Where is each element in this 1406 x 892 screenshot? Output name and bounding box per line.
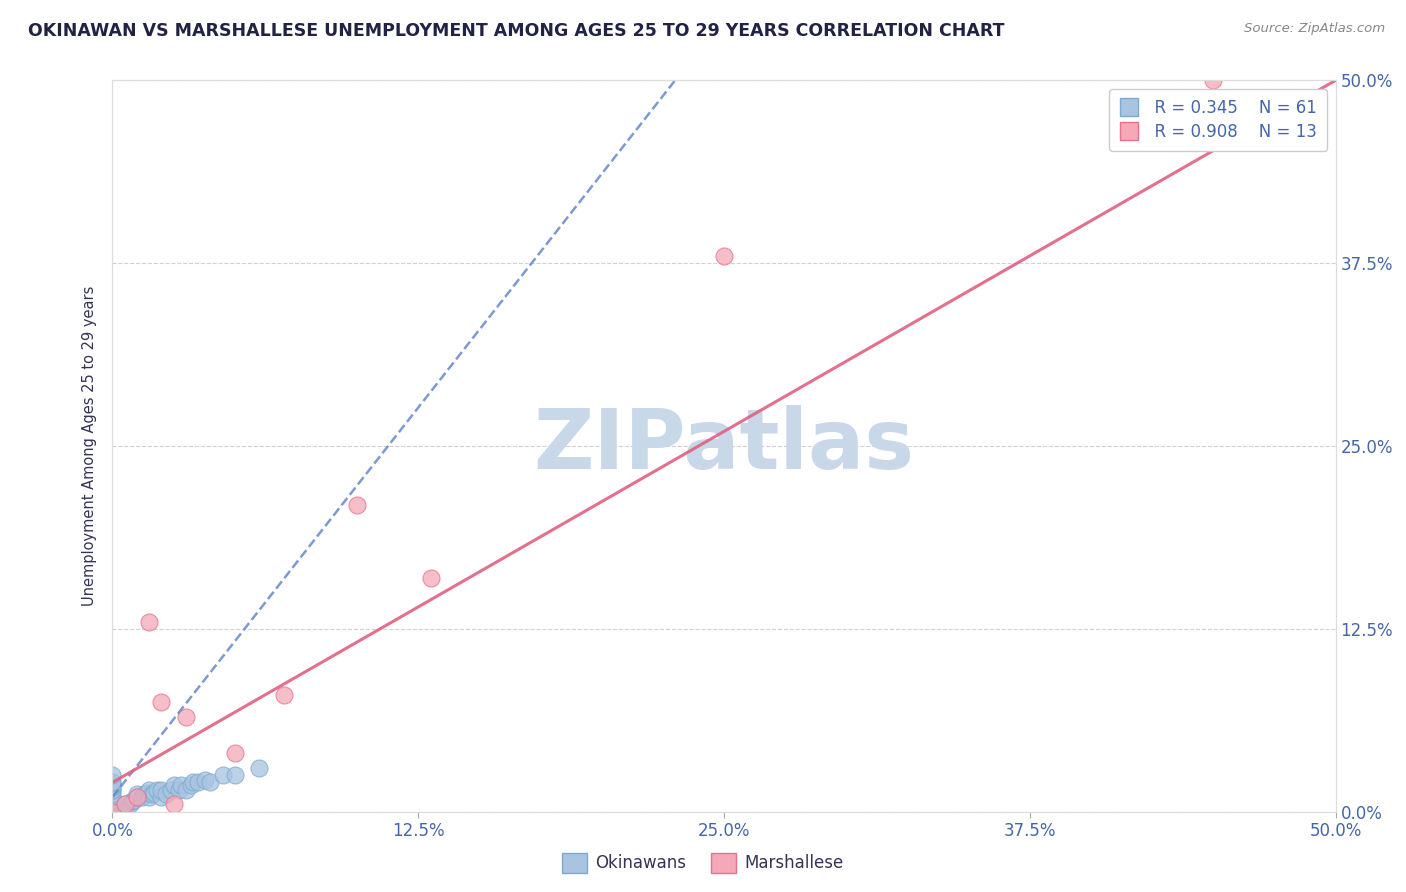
Point [101, 805, 124, 819]
Point [101, 793, 124, 807]
Point [101, 805, 124, 819]
Point [101, 805, 124, 819]
Point [170, 778, 193, 792]
Point [101, 797, 124, 812]
Text: ZIPatlas: ZIPatlas [534, 406, 914, 486]
Point [114, 797, 136, 812]
Point [160, 782, 183, 797]
Y-axis label: Unemployment Among Ages 25 to 29 years: Unemployment Among Ages 25 to 29 years [82, 285, 97, 607]
Point [174, 709, 197, 723]
Point [180, 778, 202, 792]
Point [101, 790, 124, 805]
Point [224, 768, 246, 782]
Point [101, 805, 124, 819]
Point [101, 796, 124, 810]
Point [101, 787, 124, 801]
Point [125, 790, 148, 805]
Point [163, 778, 186, 792]
Point [273, 688, 295, 702]
Point [101, 782, 124, 797]
Point [138, 782, 160, 797]
Text: Source: ZipAtlas.com: Source: ZipAtlas.com [1244, 22, 1385, 36]
Point [101, 805, 124, 819]
Point [155, 787, 177, 801]
Point [125, 790, 148, 805]
Point [181, 775, 204, 789]
Point [114, 797, 136, 812]
Point [194, 772, 217, 787]
Point [125, 787, 148, 801]
Point [150, 782, 173, 797]
Point [101, 778, 124, 792]
Point [1202, 73, 1225, 87]
Point [150, 695, 173, 709]
Point [163, 797, 186, 812]
Point [224, 746, 246, 760]
Point [101, 805, 124, 819]
Point [118, 797, 141, 812]
Point [174, 782, 197, 797]
Point [101, 805, 124, 819]
Point [101, 795, 124, 809]
Point [200, 775, 222, 789]
Point [101, 805, 124, 819]
Point [143, 786, 166, 800]
Point [247, 761, 270, 775]
Point [713, 249, 735, 263]
Point [101, 805, 124, 819]
Text: OKINAWAN VS MARSHALLESE UNEMPLOYMENT AMONG AGES 25 TO 29 YEARS CORRELATION CHART: OKINAWAN VS MARSHALLESE UNEMPLOYMENT AMO… [28, 22, 1005, 40]
Point [131, 790, 153, 805]
Point [101, 805, 124, 819]
Point [138, 615, 160, 629]
Point [114, 805, 136, 819]
Point [150, 790, 173, 805]
Point [101, 805, 124, 819]
Point [138, 790, 160, 805]
Point [419, 571, 441, 585]
Point [346, 498, 368, 512]
Point [141, 787, 163, 801]
Point [101, 775, 124, 789]
Legend:   R = 0.345    N = 61,   R = 0.908    N = 13: R = 0.345 N = 61, R = 0.908 N = 13 [1109, 88, 1327, 152]
Point [101, 790, 124, 805]
Point [101, 775, 124, 789]
Point [187, 775, 209, 789]
Point [101, 805, 124, 819]
Point [101, 805, 124, 819]
Point [101, 805, 124, 819]
Point [124, 793, 146, 807]
Point [167, 782, 190, 797]
Point [211, 768, 233, 782]
Point [145, 782, 167, 797]
Point [101, 768, 124, 782]
Point [135, 786, 157, 800]
Point [101, 805, 124, 819]
Point [121, 795, 143, 809]
Legend: Okinawans, Marshallese: Okinawans, Marshallese [555, 847, 851, 880]
Point [101, 797, 124, 812]
Point [101, 780, 124, 794]
Point [101, 805, 124, 819]
Point [101, 782, 124, 797]
Point [134, 787, 156, 801]
